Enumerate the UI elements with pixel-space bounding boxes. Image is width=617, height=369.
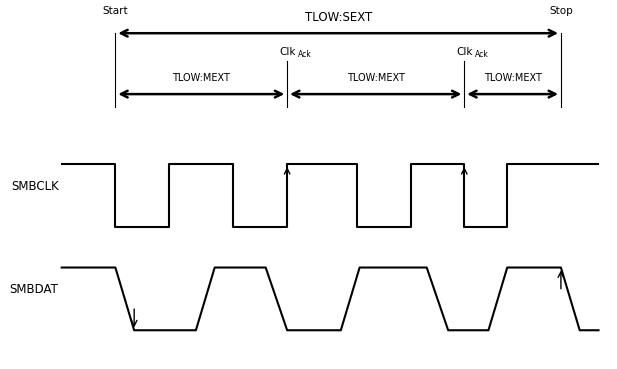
Text: Ack: Ack xyxy=(475,50,489,59)
Text: SMBCLK: SMBCLK xyxy=(11,180,59,193)
Text: Clk: Clk xyxy=(279,47,296,57)
Text: SMBDAT: SMBDAT xyxy=(10,283,59,296)
Text: Start: Start xyxy=(102,6,128,16)
Text: Clk: Clk xyxy=(456,47,473,57)
Text: Ack: Ack xyxy=(298,50,312,59)
Text: TLOW:SEXT: TLOW:SEXT xyxy=(305,11,372,24)
Text: Stop: Stop xyxy=(549,6,573,16)
Text: TLOW:MEXT: TLOW:MEXT xyxy=(484,73,542,83)
Text: TLOW:MEXT: TLOW:MEXT xyxy=(347,73,405,83)
Text: TLOW:MEXT: TLOW:MEXT xyxy=(172,73,230,83)
